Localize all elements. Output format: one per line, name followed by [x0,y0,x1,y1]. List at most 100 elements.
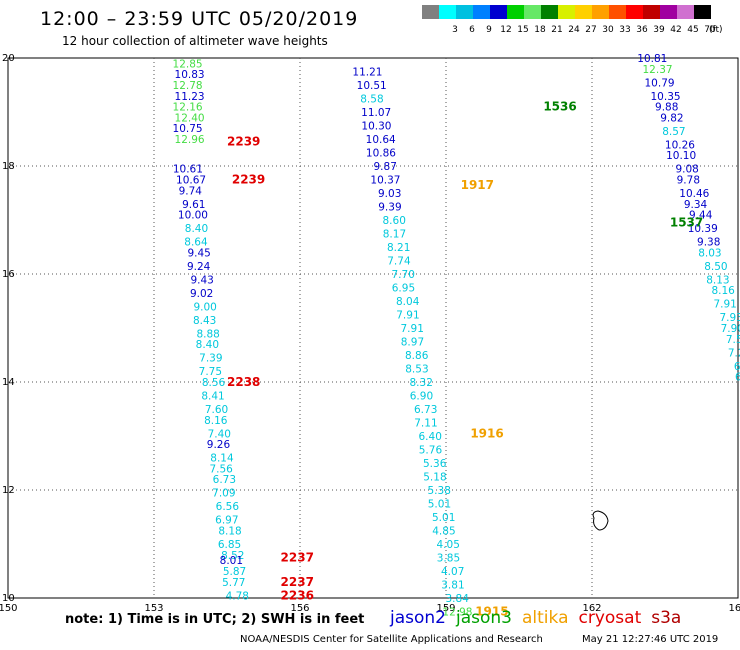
wave-height-reading: 10.83 [175,69,205,81]
wave-height-reading: 8.01 [220,555,243,567]
color-scale-swatch [541,5,558,19]
wave-height-reading: 12.37 [643,64,673,76]
wave-height-reading: 7.91 [396,310,419,322]
longitude-tick-label: 153 [144,603,163,614]
wave-height-reading: 9.24 [187,261,211,273]
wave-height-reading: 7.74 [387,256,411,268]
color-scale-swatch [677,5,694,19]
latitude-tick-label: 12 [2,485,15,496]
color-scale-swatch [473,5,490,19]
pass-time-label: 2237 [281,575,314,589]
wave-height-reading: 12.98 [442,607,472,619]
color-scale-swatch [626,5,643,19]
wave-height-reading: 9.82 [660,112,683,124]
satellite-legend-item: altika [522,608,569,628]
wave-height-reading: 4.05 [437,539,460,551]
wave-height-reading: 8.04 [396,296,420,308]
wave-height-reading: 8.56 [202,377,226,389]
wave-height-reading: 9.00 [193,301,216,313]
wave-height-reading: 8.58 [360,94,383,106]
wave-height-reading: 10.37 [370,175,400,187]
wave-height-reading: 9.74 [179,185,203,197]
color-scale-label: 21 [551,25,563,35]
wave-height-reading: 10.61 [173,164,203,176]
color-scale-swatch [490,5,507,19]
wave-height-reading: 8.86 [405,350,429,362]
wave-height-reading: 9.61 [182,199,205,211]
longitude-tick-label: 150 [0,603,18,614]
satellite-legend-item: jason2 [390,608,446,628]
wave-height-reading: 12.40 [175,112,205,124]
wave-height-reading: 7.52 [726,334,740,346]
wave-height-reading: 10.46 [679,188,709,200]
wave-height-reading: 12.85 [173,58,203,70]
color-scale-label: 9 [486,25,492,35]
wave-height-reading: 8.60 [383,215,406,227]
wave-height-reading: 10.81 [637,53,667,65]
color-scale-label: 42 [670,25,682,35]
wave-height-reading: 9.88 [655,102,678,114]
wave-height-reading: 8.21 [387,242,410,254]
wave-height-reading: 12.16 [173,102,203,114]
wave-height-reading: 9.03 [378,188,401,200]
wave-height-reading: 5.01 [428,499,451,511]
wave-height-reading: 8.52 [221,550,244,562]
wave-height-reading: 6.40 [419,431,442,443]
wave-height-reading: 6.97 [215,515,238,527]
wave-height-reading: 10.30 [361,121,391,133]
wave-height-reading: 9.26 [207,439,231,451]
wave-height-reading: 5.76 [419,445,443,457]
color-scale-label: 39 [653,25,665,35]
wave-height-reading: 10.00 [178,210,208,222]
wave-height-reading: 7.09 [212,488,235,500]
wave-height-reading: 5.18 [423,472,446,484]
wave-height-reading: 4.07 [441,566,464,578]
wave-height-reading: 7.40 [208,428,231,440]
wave-height-reading: 12.96 [175,134,205,146]
wave-height-reading: 4.85 [432,526,455,538]
color-scale-label: 27 [585,25,597,35]
wave-height-reading: 8.64 [184,237,208,249]
wave-height-reading: 7.75 [199,366,222,378]
color-scale-label: 15 [517,25,529,35]
latitude-tick-label: 18 [2,161,15,172]
pass-time-label: 2236 [281,588,314,602]
wave-height-reading: 8.13 [706,274,729,286]
color-scale-swatch [575,5,592,19]
wave-height-reading: 5.36 [423,458,447,470]
wave-height-reading: 9.87 [374,161,397,173]
map-frame [7,57,739,599]
wave-height-reading: 6.73 [213,474,236,486]
wave-height-reading: 4.78 [226,590,249,602]
pass-time-label: 2237 [281,551,314,565]
wave-height-reading: 7.90 [721,323,740,335]
wave-height-reading: 6.90 [410,391,433,403]
wave-height-reading: 10.86 [366,148,396,160]
wave-height-reading: 8.03 [698,247,721,259]
wave-height-reading: 9.44 [689,210,713,222]
wave-height-reading: 8.16 [204,415,228,427]
color-scale-swatch [456,5,473,19]
color-scale-swatch [558,5,575,19]
wave-height-reading: 10.39 [688,223,718,235]
wave-height-reading: 11.07 [361,107,391,119]
wave-height-reading: 8.32 [410,377,433,389]
wave-height-reading: 3.85 [437,553,460,565]
credit-line: NOAA/NESDIS Center for Satellite Applica… [240,634,543,645]
wave-height-reading: 9.08 [675,164,698,176]
wave-height-reading: 6.56 [216,501,240,513]
wave-height-reading: 8.43 [193,315,216,327]
color-scale-swatch [592,5,609,19]
wave-height-reading: 9.78 [677,175,700,187]
wave-height-reading: 7.39 [199,353,222,365]
color-scale-swatch [609,5,626,19]
color-scale-label: 3 [452,25,458,35]
chart-subtitle: 12 hour collection of altimeter wave hei… [62,34,328,48]
wave-height-reading: 9.39 [378,202,401,214]
color-scale-label: 24 [568,25,580,35]
wave-height-reading: 6.95 [392,283,415,295]
wave-height-reading: 8.18 [218,526,241,538]
longitude-tick-label: 156 [290,603,309,614]
wave-height-reading: 8.57 [662,126,685,138]
